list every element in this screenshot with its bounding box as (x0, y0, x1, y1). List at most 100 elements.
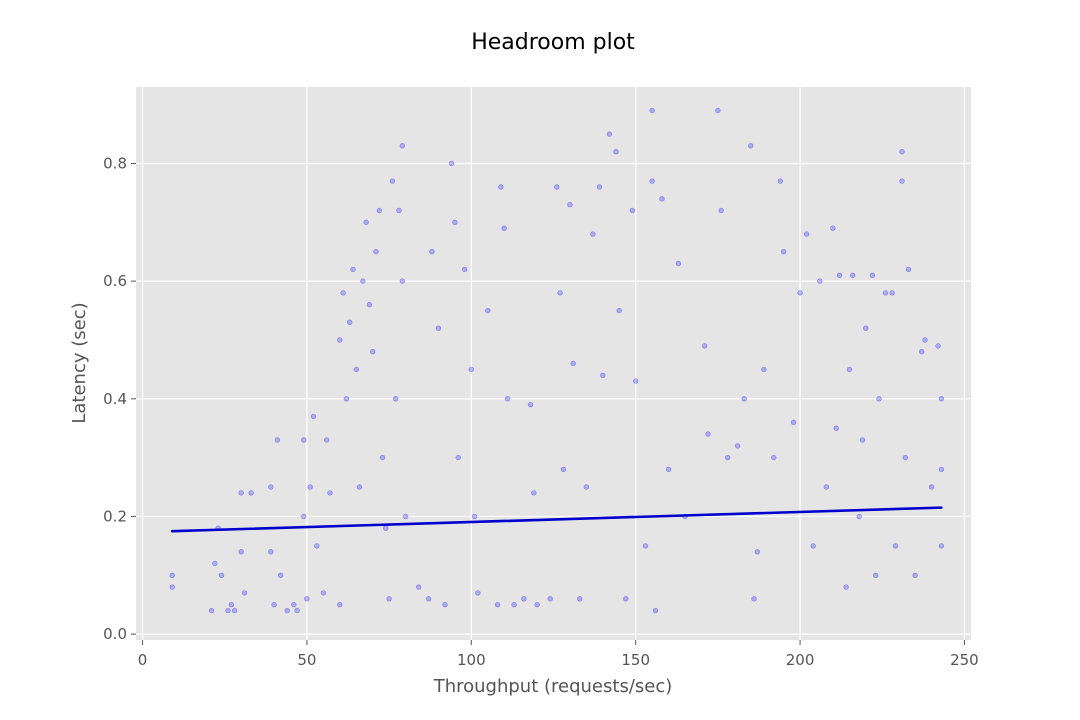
scatter-point (485, 307, 491, 314)
scatter-point (629, 207, 636, 214)
scatter-point (912, 572, 918, 578)
scatter-point (310, 413, 317, 420)
scatter-point (928, 484, 935, 490)
scatter-point (590, 231, 596, 237)
scatter-point (938, 543, 945, 549)
scatter-point (649, 107, 655, 114)
y-tick-label: 0.4 (103, 390, 127, 408)
scatter-point (268, 484, 274, 490)
scatter-point (665, 466, 672, 473)
x-axis-ticks: 0 50 100 150 200 250 (138, 640, 979, 669)
scatter-point (777, 178, 783, 184)
scatter-point (856, 513, 862, 520)
scatter-point (271, 601, 277, 608)
scatter-point (570, 360, 576, 367)
scatter-point (471, 513, 478, 520)
scatter-point (383, 525, 389, 531)
scatter-point (455, 454, 461, 461)
scatter-point (830, 225, 836, 231)
scatter-point (606, 131, 613, 137)
scatter-point (501, 225, 507, 231)
scatter-point (468, 366, 474, 373)
scatter-point (642, 543, 649, 549)
scatter-point (817, 278, 823, 284)
x-tick-label: 150 (621, 651, 650, 669)
scatter-point (393, 396, 399, 402)
scatter-point (360, 278, 366, 284)
scatter-point (554, 184, 560, 190)
scatter-point (340, 290, 346, 296)
scatter-point (902, 454, 908, 461)
scatter-point (238, 549, 244, 555)
scatter-point (734, 443, 741, 449)
scatter-point (577, 596, 583, 602)
y-tick-label: 0.6 (103, 272, 127, 290)
scatter-point (337, 601, 343, 608)
scatter-point (425, 596, 432, 602)
scatter-point (600, 372, 606, 378)
scatter-point (452, 219, 458, 226)
scatter-point (747, 143, 754, 149)
scatter-point (531, 490, 537, 496)
scatter-point (429, 249, 435, 255)
x-axis-label: Throughput (requests/sec) (433, 676, 673, 697)
chart-title: Headroom plot (471, 30, 635, 55)
scatter-point (373, 249, 379, 255)
scatter-point (833, 425, 839, 431)
scatter-point (623, 596, 629, 602)
y-tick-label: 0.8 (103, 154, 127, 172)
scatter-point (353, 366, 359, 373)
scatter-point (596, 184, 603, 190)
y-tick-label: 0.0 (103, 625, 127, 643)
scatter-point (724, 454, 731, 461)
y-axis-label: Latency (sec) (69, 302, 90, 423)
scatter-point (301, 437, 307, 443)
scatter-point (504, 396, 511, 402)
x-tick-label: 50 (297, 651, 316, 669)
scatter-point (366, 302, 373, 308)
y-tick-label: 0.2 (103, 507, 127, 525)
scatter-points (169, 107, 945, 614)
scatter-point (560, 466, 567, 473)
scatter-point (225, 607, 231, 614)
scatter-point (935, 343, 941, 349)
scatter-point (389, 178, 396, 184)
scatter-point (876, 396, 882, 402)
scatter-point (521, 596, 527, 602)
scatter-point (442, 601, 448, 608)
scatter-point (863, 325, 869, 331)
scatter-point (534, 601, 540, 608)
scatter-point (905, 266, 912, 273)
scatter-point (274, 437, 281, 443)
scatter-point (284, 607, 290, 614)
scatter-point (616, 307, 622, 314)
scatter-point (475, 590, 481, 596)
scatter-point (846, 366, 853, 373)
scatter-point (649, 178, 655, 184)
scatter-point (889, 290, 895, 296)
x-tick-label: 250 (950, 651, 979, 669)
scatter-point (402, 513, 409, 520)
scatter-point (327, 490, 333, 496)
scatter-point (567, 202, 573, 208)
fit-line-group (170, 506, 943, 533)
scatter-point (771, 454, 777, 461)
scatter-point (277, 572, 284, 578)
scatter-point (337, 337, 343, 343)
scatter-point (652, 607, 659, 614)
fit-line (170, 506, 943, 533)
scatter-point (715, 107, 721, 114)
scatter-point (379, 454, 386, 461)
scatter-point (307, 484, 313, 490)
scatter-point (238, 490, 244, 496)
scatter-point (849, 272, 856, 278)
scatter-point (228, 601, 235, 608)
x-tick-label: 0 (138, 651, 148, 669)
scatter-point (922, 337, 928, 343)
scatter-point (705, 431, 711, 437)
scatter-point (208, 607, 215, 614)
scatter-point (892, 543, 899, 549)
scatter-point (741, 396, 747, 402)
scatter-point (448, 160, 455, 167)
